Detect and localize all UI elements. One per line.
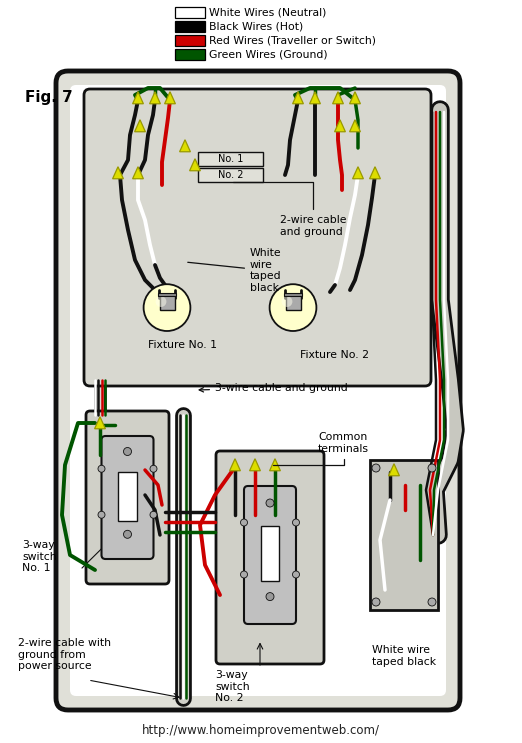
Text: Red Wires (Traveller or Switch): Red Wires (Traveller or Switch) [209, 36, 376, 45]
Polygon shape [113, 166, 123, 179]
FancyBboxPatch shape [84, 89, 431, 386]
Polygon shape [94, 417, 105, 429]
Polygon shape [388, 464, 399, 476]
Polygon shape [135, 120, 146, 132]
Polygon shape [230, 458, 241, 471]
Text: White wire
taped black: White wire taped black [372, 645, 436, 666]
Circle shape [292, 519, 300, 526]
Circle shape [98, 465, 105, 473]
Circle shape [292, 571, 300, 578]
Text: 3-way
switch
No. 1: 3-way switch No. 1 [22, 540, 56, 573]
Circle shape [150, 511, 157, 519]
Polygon shape [350, 120, 360, 132]
Circle shape [241, 571, 247, 578]
Text: 3-wire cable and ground: 3-wire cable and ground [199, 383, 348, 393]
Bar [160, 293, 174, 310]
Text: White Wires (Neutral): White Wires (Neutral) [209, 7, 326, 18]
Text: No. 1: No. 1 [218, 154, 243, 164]
Circle shape [428, 464, 436, 472]
FancyBboxPatch shape [244, 486, 296, 624]
Bar [198, 152, 263, 166]
Polygon shape [352, 166, 363, 179]
Circle shape [266, 593, 274, 600]
Text: Fixture No. 1: Fixture No. 1 [148, 340, 217, 350]
Polygon shape [189, 159, 200, 171]
Text: White
wire
taped
black: White wire taped black [188, 248, 282, 293]
Circle shape [428, 598, 436, 606]
Circle shape [98, 511, 105, 519]
FancyBboxPatch shape [70, 85, 446, 696]
Circle shape [150, 465, 157, 473]
Text: Green Wires (Ground): Green Wires (Ground) [209, 50, 328, 59]
Bar [175, 21, 205, 32]
Circle shape [144, 285, 191, 331]
Text: 2-wire cable
and ground: 2-wire cable and ground [233, 182, 347, 236]
Polygon shape [133, 166, 144, 179]
Bar [286, 293, 301, 310]
Circle shape [372, 598, 380, 606]
Circle shape [266, 499, 274, 507]
Text: 2-wire cable with
ground from
power source: 2-wire cable with ground from power sour… [18, 638, 111, 671]
Bar [261, 526, 279, 581]
Bar [118, 473, 137, 521]
FancyBboxPatch shape [101, 436, 153, 559]
Text: Common
terminals: Common terminals [273, 432, 369, 465]
Circle shape [156, 296, 167, 307]
Polygon shape [350, 91, 360, 104]
Polygon shape [310, 91, 321, 104]
Polygon shape [180, 140, 191, 152]
Bar [175, 35, 205, 46]
FancyBboxPatch shape [216, 451, 324, 664]
FancyBboxPatch shape [86, 411, 169, 584]
Bar [175, 49, 205, 60]
Bar [370, 460, 438, 610]
Polygon shape [150, 91, 160, 104]
Polygon shape [335, 120, 346, 132]
Text: Black Wires (Hot): Black Wires (Hot) [209, 22, 303, 31]
Polygon shape [269, 458, 280, 471]
Polygon shape [293, 91, 303, 104]
Bar [175, 7, 205, 18]
Circle shape [124, 447, 132, 455]
Polygon shape [370, 166, 381, 179]
Text: Fixture No. 2: Fixture No. 2 [301, 350, 370, 360]
Bar [284, 293, 302, 296]
Polygon shape [164, 91, 175, 104]
Text: http://www.homeimprovementweb.com/: http://www.homeimprovementweb.com/ [142, 724, 380, 737]
Polygon shape [333, 91, 343, 104]
Circle shape [269, 285, 316, 331]
Circle shape [124, 531, 132, 538]
Polygon shape [133, 91, 144, 104]
Text: No. 2: No. 2 [218, 170, 243, 180]
Circle shape [241, 519, 247, 526]
FancyBboxPatch shape [56, 71, 460, 710]
Circle shape [372, 464, 380, 472]
Circle shape [281, 296, 292, 307]
Text: Fig. 7: Fig. 7 [25, 90, 73, 105]
Bar [158, 293, 176, 296]
Bar [198, 168, 263, 182]
Text: 3-way
switch
No. 2: 3-way switch No. 2 [215, 670, 250, 703]
Polygon shape [250, 458, 260, 471]
